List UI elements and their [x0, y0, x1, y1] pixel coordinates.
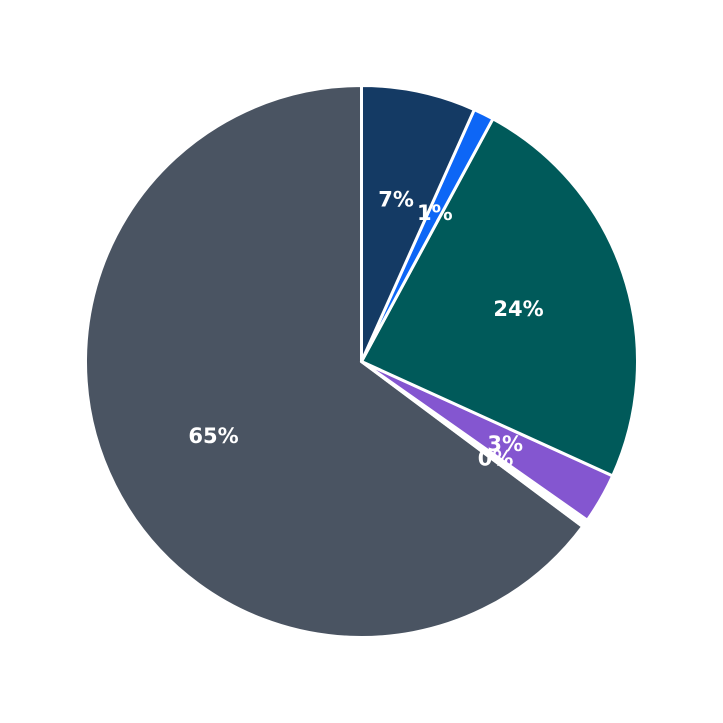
pie-label-5: 7% — [378, 188, 414, 212]
pie-slice-3 — [360, 117, 639, 478]
pie-slice-0 — [84, 84, 585, 639]
pie-label-0: 65% — [188, 424, 238, 448]
pie-label-1: 0% — [478, 447, 514, 471]
pie-slices — [84, 84, 639, 639]
pie-labels: 65% 0%3% 24% 1%7% — [188, 188, 543, 471]
pie-slice-5 — [360, 84, 476, 363]
pie-label-3: 24% — [493, 297, 543, 321]
pie-label-2: 3% — [487, 432, 523, 456]
pie-label-4: 1% — [417, 201, 453, 225]
